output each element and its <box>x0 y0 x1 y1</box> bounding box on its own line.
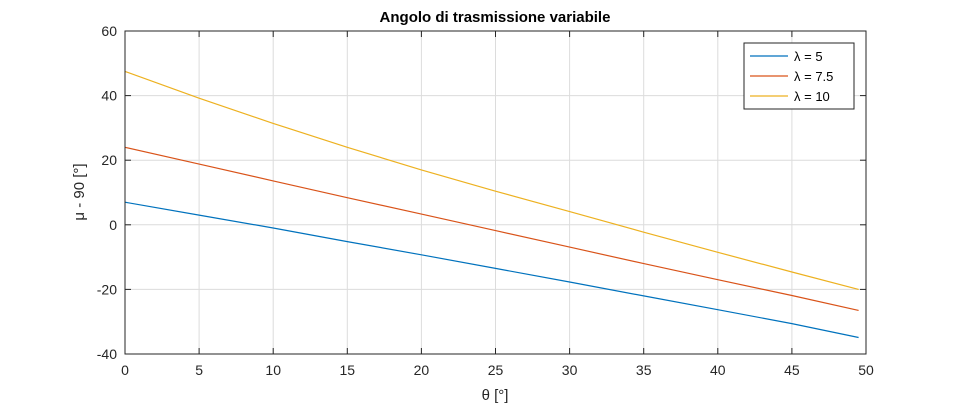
y-tick-label: 0 <box>109 217 117 233</box>
y-tick-label: -20 <box>97 281 117 297</box>
y-tick-label: 40 <box>101 88 117 104</box>
y-tick-labels: -40 -20 0 20 40 60 <box>97 23 117 362</box>
series-line-1 <box>124 201 859 339</box>
x-tick-label: 40 <box>710 362 726 378</box>
y-tick-label: 20 <box>101 152 117 168</box>
x-tick-label: 10 <box>265 362 281 378</box>
x-tick-label: 50 <box>858 362 874 378</box>
x-tick-label: 45 <box>784 362 800 378</box>
x-tick-label: 20 <box>414 362 430 378</box>
series-line-3 <box>124 70 859 290</box>
x-tick-labels: 0 5 10 15 20 25 30 35 40 45 50 <box>121 362 874 378</box>
x-tick-label: 0 <box>121 362 129 378</box>
series-line-2 <box>124 146 859 311</box>
chart-title: Angolo di trasmissione variabile <box>380 9 611 26</box>
y-tick-label: 60 <box>101 23 117 39</box>
legend-entry-label: λ = 7.5 <box>794 69 833 84</box>
x-tick-label: 30 <box>562 362 578 378</box>
x-tick-label: 15 <box>340 362 356 378</box>
y-axis-label: μ - 90 [°] <box>71 163 88 220</box>
x-axis-label: θ [°] <box>482 387 509 404</box>
x-tick-label: 5 <box>195 362 203 378</box>
x-tick-label: 35 <box>636 362 652 378</box>
legend-entry-label: λ = 10 <box>794 89 830 104</box>
tick-marks <box>124 30 867 355</box>
legend-entry-label: λ = 5 <box>794 49 823 64</box>
x-tick-label: 25 <box>488 362 504 378</box>
series-lines <box>124 70 859 339</box>
y-tick-label: -40 <box>97 346 117 362</box>
legend: λ = 5 λ = 7.5 λ = 10 <box>743 42 855 110</box>
